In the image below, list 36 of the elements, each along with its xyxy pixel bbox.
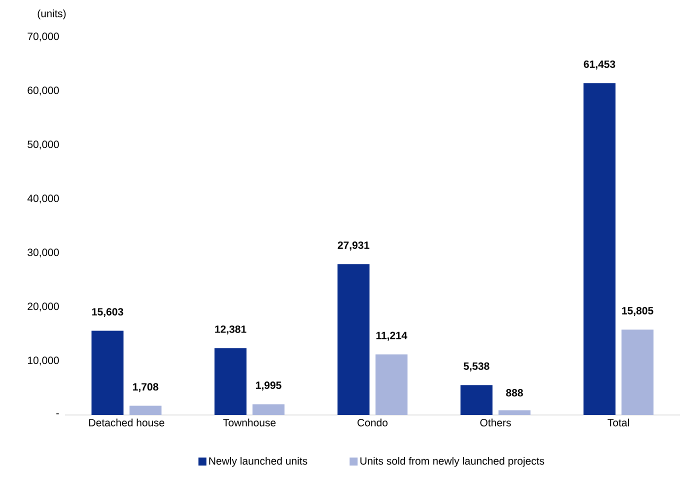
y-tick-label: 30,000 [28,248,59,258]
bar [376,354,408,415]
data-label: 12,381 [215,325,246,334]
y-tick-label: 40,000 [27,194,59,204]
x-tick-label: Others [480,418,511,426]
legend-label: Units sold from newly launched projects [360,456,544,467]
y-tick-label: 20,000 [28,302,59,312]
bar [584,83,616,415]
bar [92,330,124,415]
bar [130,406,162,415]
y-tick-label: - [56,413,59,414]
x-tick-label: Detached house [89,418,164,426]
data-label: 1,708 [133,383,158,392]
data-label: 1,995 [256,382,282,391]
x-tick-label: Townhouse [223,418,276,426]
data-label: 888 [506,389,523,396]
data-label: 11,214 [376,332,408,341]
legend-label: Newly launched units [209,456,308,467]
y-tick-label: 70,000 [28,32,59,42]
data-label: 15,805 [622,306,654,316]
bar [338,264,370,415]
y-tick-label: 60,000 [28,86,59,96]
x-tick-label: Condo [358,418,388,426]
x-tick-label: Total [608,418,629,426]
data-label: 61,453 [584,60,616,70]
y-axis-title: (units) [38,10,66,20]
data-label: 5,538 [464,362,490,372]
bar [252,404,285,415]
bar [214,348,247,415]
bar [498,410,531,415]
data-label: 27,931 [338,242,370,250]
bar [460,385,493,415]
bar [622,330,654,415]
y-tick-label: 10,000 [28,356,59,366]
y-tick-label: 50,000 [28,140,59,150]
data-label: 15,603 [92,308,124,318]
